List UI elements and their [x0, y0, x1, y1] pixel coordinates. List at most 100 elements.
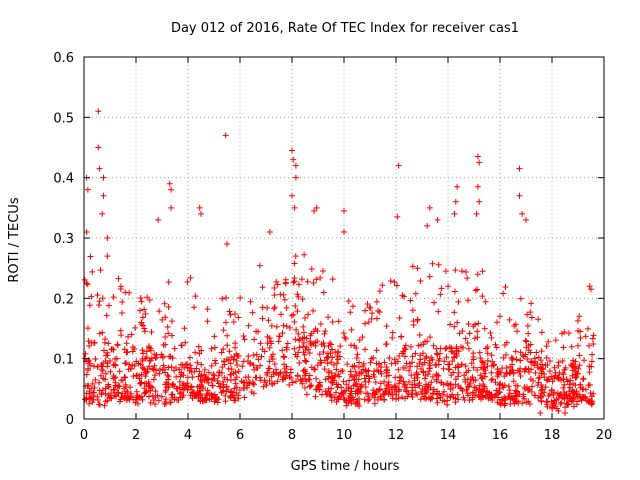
- data-point: [523, 216, 529, 223]
- data-point: [325, 388, 332, 395]
- data-point: [356, 395, 363, 402]
- data-point: [165, 364, 172, 371]
- data-point: [151, 362, 158, 369]
- data-point: [100, 347, 107, 354]
- data-point: [562, 409, 568, 416]
- data-point: [514, 382, 521, 389]
- data-point: [331, 394, 338, 401]
- data-point: [256, 262, 263, 269]
- data-point: [576, 393, 583, 400]
- data-point: [338, 384, 345, 391]
- data-point: [122, 289, 129, 296]
- data-point: [586, 369, 593, 376]
- data-point: [494, 399, 501, 406]
- data-point: [141, 328, 148, 335]
- data-point: [165, 279, 172, 286]
- data-point: [425, 371, 432, 378]
- data-point: [471, 335, 478, 342]
- data-point: [468, 360, 475, 367]
- data-point: [253, 351, 260, 358]
- data-point: [260, 383, 267, 390]
- data-point: [500, 290, 507, 297]
- data-point: [409, 307, 416, 314]
- data-point: [433, 378, 440, 385]
- data-point: [568, 398, 575, 405]
- data-point: [119, 309, 125, 316]
- data-point: [258, 353, 265, 360]
- data-point: [494, 319, 501, 326]
- data-point: [569, 390, 576, 397]
- data-point: [316, 351, 323, 358]
- data-point: [436, 355, 443, 362]
- data-point: [476, 394, 483, 401]
- data-point: [139, 396, 146, 403]
- data-point: [160, 341, 167, 348]
- data-point: [455, 298, 462, 305]
- data-point: [456, 330, 463, 337]
- data-point: [586, 381, 593, 388]
- data-point: [436, 350, 443, 357]
- data-point: [433, 345, 440, 352]
- data-point: [458, 385, 465, 392]
- data-point: [317, 357, 324, 364]
- data-point: [211, 344, 218, 351]
- data-point: [426, 204, 433, 211]
- data-point: [576, 313, 583, 320]
- data-point: [286, 381, 293, 388]
- data-point: [347, 309, 354, 316]
- data-point: [365, 393, 372, 400]
- data-point: [414, 391, 421, 398]
- data-point: [488, 352, 495, 359]
- data-point: [523, 338, 530, 345]
- data-point: [538, 348, 545, 355]
- x-tick-label: 20: [596, 428, 613, 443]
- data-point: [509, 355, 516, 362]
- data-point: [527, 341, 534, 348]
- data-point: [381, 397, 388, 404]
- data-point: [222, 132, 229, 139]
- data-point: [357, 388, 364, 395]
- data-point: [407, 297, 414, 304]
- data-point: [312, 326, 319, 333]
- data-point: [534, 382, 541, 389]
- data-point: [426, 368, 433, 375]
- data-point: [396, 374, 403, 381]
- data-point: [498, 396, 505, 403]
- data-point: [552, 369, 559, 376]
- data-point: [132, 399, 139, 406]
- data-point: [517, 295, 524, 302]
- data-point: [376, 386, 383, 393]
- data-point: [224, 376, 231, 383]
- data-point: [292, 253, 299, 260]
- data-point: [449, 348, 456, 355]
- y-tick-label: 0: [66, 413, 74, 428]
- data-point: [474, 183, 481, 190]
- data-point: [487, 395, 494, 402]
- data-point: [535, 375, 542, 382]
- data-point: [300, 339, 307, 346]
- data-point: [585, 342, 592, 349]
- data-point: [455, 369, 462, 376]
- data-point: [378, 394, 385, 401]
- data-point: [487, 329, 494, 336]
- data-point: [290, 156, 297, 163]
- data-point: [422, 355, 429, 362]
- data-point: [141, 325, 148, 332]
- data-point: [99, 295, 106, 302]
- data-point: [184, 386, 191, 393]
- data-point: [542, 384, 549, 391]
- data-point: [383, 382, 390, 389]
- data-point: [271, 361, 278, 368]
- data-point: [328, 397, 335, 404]
- data-point: [308, 330, 315, 337]
- data-point: [153, 367, 160, 374]
- data-point: [290, 279, 297, 286]
- data-point: [409, 263, 416, 270]
- data-point: [194, 359, 201, 366]
- data-point: [470, 354, 477, 361]
- data-point: [146, 296, 153, 303]
- data-point: [97, 267, 104, 274]
- data-point: [334, 349, 341, 356]
- data-point: [90, 396, 97, 403]
- data-point: [125, 333, 132, 340]
